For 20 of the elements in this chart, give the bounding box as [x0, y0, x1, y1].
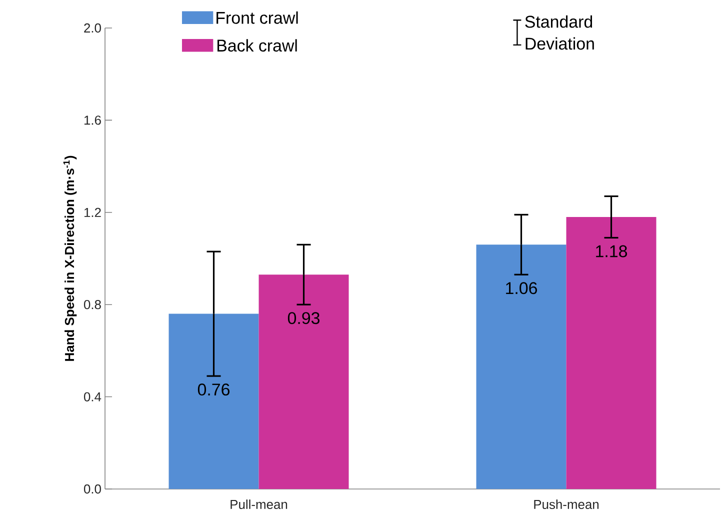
data-label: 0.93	[288, 312, 320, 324]
y-tick-label: 1.6	[84, 116, 101, 125]
y-tick-label: 2.0	[84, 23, 101, 33]
annotation: Standard Deviation	[525, 15, 594, 50]
y-tick-label: 1.2	[84, 208, 101, 217]
x-tick-label: Pull-mean	[230, 500, 288, 510]
bar	[566, 217, 656, 489]
bar	[476, 244, 566, 489]
legend-label: Back crawl	[217, 39, 297, 52]
text: Hand Speed in X-Direction (m·s$^{-1}$)	[63, 156, 77, 361]
legend-label: Front crawl	[216, 11, 298, 24]
bar	[258, 274, 349, 489]
y-tick-label: 0.4	[84, 392, 102, 402]
data-label: 1.18	[596, 245, 627, 258]
y-tick-label: 0.8	[84, 300, 101, 310]
data-label: 0.76	[198, 384, 230, 396]
data-label: 1.06	[506, 282, 537, 294]
y-tick-label: 0.0	[84, 484, 101, 494]
x-tick-label: Push-mean	[534, 500, 599, 510]
bar	[168, 314, 259, 489]
